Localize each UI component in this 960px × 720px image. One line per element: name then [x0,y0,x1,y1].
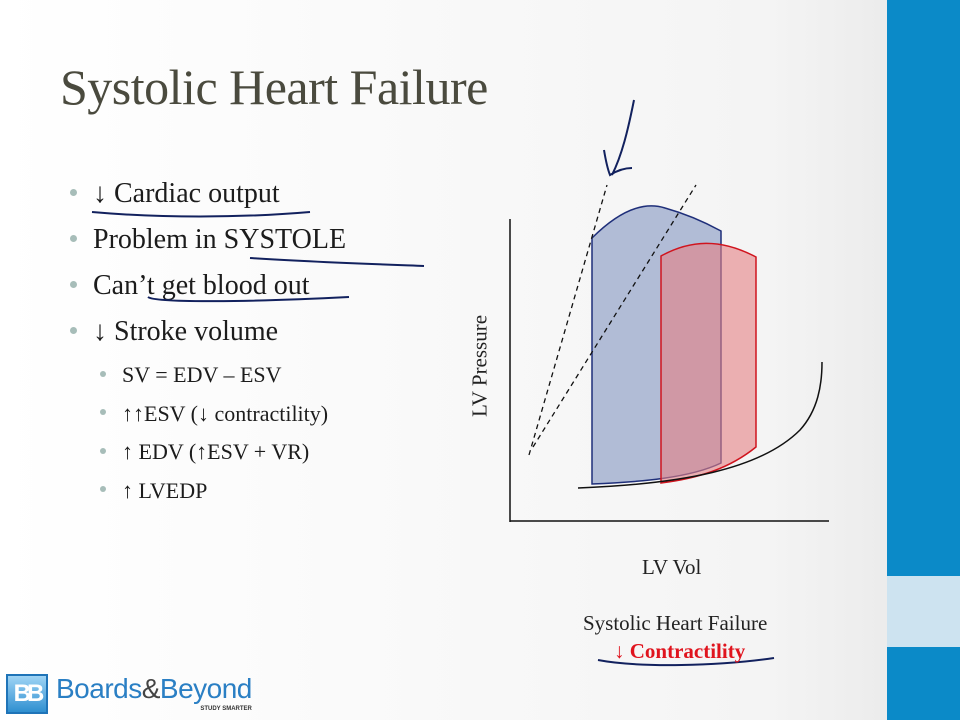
bullet-item: ↓ Cardiac output [70,176,346,222]
espvr-failure-line [532,184,697,448]
slide-title: Systolic Heart Failure [60,59,488,115]
underline-contractility [597,657,775,667]
handwritten-arrow [603,99,635,177]
logo-name: Boards&Beyond [56,674,252,704]
diagram-caption: Systolic Heart Failure [583,611,768,635]
bullet-dot [100,409,106,416]
side-bar-accent [887,576,960,647]
bullet-item: Problem in SYSTOLE [70,222,346,268]
bullet-dot [100,370,106,377]
systolic-failure-pv-loop [660,242,757,484]
edpvr-curve [577,361,823,489]
logo-amp: & [141,673,161,704]
bullet-text: Can’t get blood out [93,270,310,301]
bullet-dot [100,486,106,493]
logo-mark: BB [6,674,48,714]
sub-bullet-item: ↑ EDV (↑ESV + VR) [70,437,346,476]
underline-blood-out [147,296,350,303]
x-axis-label: LV Vol [642,555,702,579]
bullet-dot [70,281,77,289]
logo-words: Boards&Beyond STUDY SMARTER [56,674,252,713]
bullet-item: ↓ Stroke volume [70,314,346,360]
bullet-text: Problem in SYSTOLE [93,224,347,255]
sub-bullet-text: ↑↑ESV (↓ contractility) [122,400,329,426]
diagram-caption-highlight: ↓ Contractility [614,639,746,663]
sub-bullet-text: ↑ EDV (↑ESV + VR) [122,439,310,464]
bullet-dot [70,235,77,243]
underline-cardiac-output [91,211,311,218]
boards-and-beyond-logo: BB Boards&Beyond STUDY SMARTER [6,674,252,714]
sub-bullet-text: ↑ LVEDP [122,477,208,503]
bullet-text: ↓ Stroke volume [93,316,279,347]
bullet-list: ↓ Cardiac output Problem in SYSTOLE Can’… [70,176,346,514]
underline-systole [249,257,425,267]
sub-bullet-item: ↑ LVEDP [70,476,346,515]
bullet-dot [100,447,106,454]
bullet-item: Can’t get blood out [70,268,346,314]
logo-word: Beyond [159,673,252,704]
y-axis-label: LV Pressure [467,314,492,418]
logo-tagline: STUDY SMARTER [200,706,252,712]
slide-side-bar [887,0,960,720]
bullet-dot [70,327,77,335]
bullet-dot [70,189,77,197]
bullet-text: ↓ Cardiac output [93,178,280,209]
sub-bullet-item: ↑↑ESV (↓ contractility) [70,399,346,438]
sub-bullet-item: SV = EDV – ESV [70,360,346,399]
logo-word: Boards [56,673,142,704]
espvr-normal-line [528,184,608,456]
sub-bullet-text: SV = EDV – ESV [122,362,282,387]
